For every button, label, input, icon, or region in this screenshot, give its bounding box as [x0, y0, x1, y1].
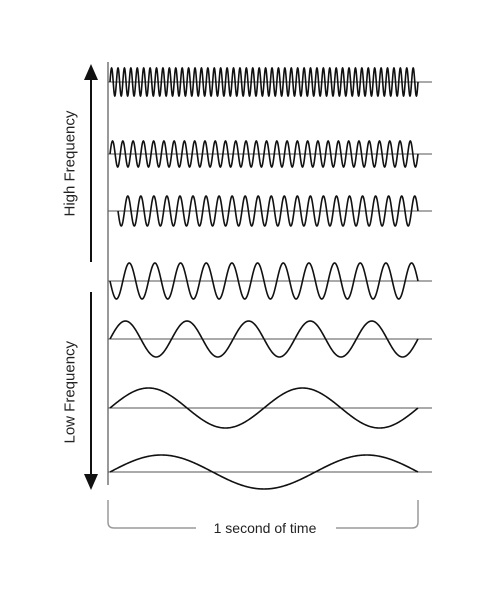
time-bracket-right [336, 500, 419, 529]
wave-4 [109, 262, 419, 300]
low-frequency-label: Low Frequency [61, 340, 79, 444]
wave-5 [109, 320, 419, 358]
arrow-down-head [84, 474, 98, 490]
wave-group [108, 66, 432, 490]
arrow-up-head [84, 64, 98, 80]
wave-7 [109, 454, 419, 490]
high-frequency-label: High Frequency [61, 110, 79, 217]
time-span-label: 1 second of time [200, 520, 330, 536]
wave-2 [109, 140, 419, 168]
wave-3 [117, 195, 419, 227]
wave-6 [109, 387, 419, 429]
time-bracket-left [107, 500, 196, 529]
wave-1 [109, 66, 419, 98]
